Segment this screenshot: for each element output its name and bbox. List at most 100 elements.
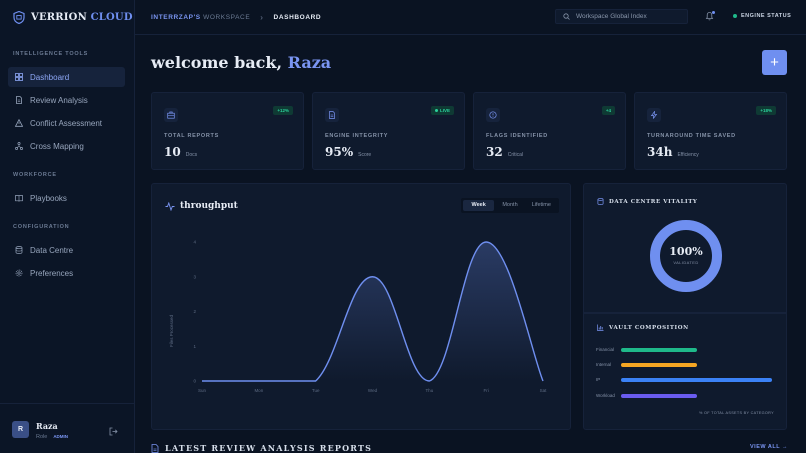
stat-value: 34h	[647, 145, 673, 159]
live-dot	[434, 109, 438, 112]
warning-icon	[15, 119, 23, 127]
sidebar-item-data-centre[interactable]: Data Centre	[8, 240, 125, 260]
database-icon	[597, 198, 604, 205]
vault-bar	[621, 347, 697, 352]
engine-status: ENGINE STATUS	[733, 13, 791, 19]
stat-value: 95%	[325, 145, 354, 159]
vault-row-internal: Internal	[596, 362, 697, 367]
stat-unit: Efficiency	[677, 152, 699, 158]
vitality-donut	[650, 220, 722, 292]
brand[interactable]: VERRION CLOUD	[13, 11, 133, 24]
database-icon	[15, 246, 23, 254]
briefcase-icon	[167, 111, 175, 119]
stat-icon-wrap	[486, 108, 500, 122]
x-tick-label: Mon	[254, 388, 263, 393]
logout-icon[interactable]	[109, 427, 118, 436]
stat-unit: Critical	[507, 152, 523, 158]
shield-logo-icon	[13, 11, 25, 24]
welcome-prefix: welcome back,	[151, 53, 283, 72]
range-tabs: Week Month Lifetime	[461, 198, 559, 213]
y-tick-label: 3	[193, 274, 196, 279]
vault-row-label: Financial	[596, 347, 615, 352]
sidebar-item-review-analysis[interactable]: Review Analysis	[8, 90, 125, 110]
sidebar-item-cross-mapping[interactable]: Cross Mapping	[8, 136, 125, 156]
sidebar-item-label: Cross Mapping	[30, 141, 84, 151]
throughput-area	[202, 242, 543, 381]
vitality-title: DATA CENTRE VITALITY	[597, 198, 697, 205]
vitality-title-text: DATA CENTRE VITALITY	[609, 198, 698, 205]
section-label-workforce: WORKFORCE	[13, 172, 57, 178]
sidebar-item-label: Playbooks	[30, 193, 67, 203]
stat-value: 32	[486, 145, 503, 159]
alert-circle-icon	[489, 111, 497, 119]
x-tick-label: Sun	[198, 388, 207, 393]
vault-row-label: IP	[596, 377, 601, 382]
welcome-name: Raza	[287, 53, 332, 72]
stat-badge: +18%	[756, 106, 776, 115]
x-tick-label: Fri	[484, 388, 489, 393]
y-tick-label: 1	[193, 344, 196, 349]
sidebar-item-preferences[interactable]: Preferences	[8, 263, 125, 283]
view-all-link[interactable]: VIEW ALL →	[750, 444, 788, 450]
vault-footnote: % OF TOTAL ASSETS BY CATEGORY	[698, 411, 774, 415]
brand-name-accent: CLOUD	[90, 12, 133, 23]
stat-value: 10	[164, 145, 181, 159]
x-tick-label: Thu	[425, 388, 433, 393]
vault-bar	[621, 362, 697, 367]
user-role-label: Role	[36, 434, 48, 440]
vault-row-label: Workload	[596, 393, 615, 398]
status-dot	[733, 14, 737, 18]
stat-card-total-reports: +12% TOTAL REPORTS 10 Docs	[151, 92, 304, 170]
section-label-configuration: CONFIGURATION	[13, 224, 70, 230]
breadcrumb: INTERRZAP'S WORKSPACE › DASHBOARD	[151, 13, 321, 22]
stat-icon-wrap	[325, 108, 339, 122]
stat-icon-wrap	[647, 108, 661, 122]
stat-value-wrap: 95% Score	[325, 145, 371, 159]
book-icon	[15, 195, 23, 202]
user-role: Role ADMIN	[36, 434, 68, 440]
x-tick-label: Sat	[540, 388, 548, 393]
throughput-title: throughput	[165, 201, 238, 211]
x-tick-label: Tue	[312, 388, 320, 393]
avatar[interactable]: R	[12, 421, 29, 438]
vault-title-text: VAULT COMPOSITION	[609, 324, 689, 331]
search-input[interactable]: Workspace Global Index	[555, 9, 688, 24]
stat-label: TURNAROUND TIME SAVED	[647, 133, 736, 139]
sidebar-item-playbooks[interactable]: Playbooks	[8, 188, 125, 208]
vault-row-financial: Financial	[596, 347, 697, 352]
sidebar-item-label: Dashboard	[30, 72, 70, 82]
bolt-icon	[650, 111, 658, 119]
stat-icon-wrap	[164, 108, 178, 122]
vitality-value: 100%	[669, 245, 703, 258]
sidebar-item-label: Data Centre	[30, 245, 74, 255]
stat-value-wrap: 32 Critical	[486, 145, 523, 159]
workspace-name: INTERRZAP'S	[151, 14, 201, 21]
stat-value-wrap: 10 Docs	[164, 145, 197, 159]
breadcrumb-separator: ›	[260, 13, 264, 22]
tab-week[interactable]: Week	[463, 200, 495, 211]
sidebar: VERRION CLOUD INTELLIGENCE TOOLS Dashboa…	[0, 0, 135, 453]
vault-row-ip: IP	[596, 377, 772, 382]
engine-status-label: ENGINE STATUS	[741, 13, 792, 19]
grid-icon	[15, 73, 23, 81]
sidebar-item-dashboard[interactable]: Dashboard	[8, 67, 125, 87]
stat-badge: +12%	[273, 106, 293, 115]
gear-icon	[15, 269, 23, 277]
tab-month[interactable]: Month	[502, 202, 518, 208]
vault-title: VAULT COMPOSITION	[597, 324, 689, 331]
stat-badge: +4	[601, 106, 615, 115]
sidebar-item-conflict-assessment[interactable]: Conflict Assessment	[8, 113, 125, 133]
throughput-title-text: throughput	[180, 201, 238, 211]
stat-label: TOTAL REPORTS	[164, 133, 219, 139]
y-tick-label: 0	[193, 379, 196, 384]
breadcrumb-workspace[interactable]: INTERRZAP'S WORKSPACE	[151, 14, 250, 21]
vault-composition-panel: VAULT COMPOSITION Financial Internal IP …	[583, 313, 787, 430]
tab-lifetime[interactable]: Lifetime	[531, 202, 551, 208]
bar-chart-icon	[597, 324, 604, 331]
workspace-suffix: WORKSPACE	[203, 14, 251, 21]
document-icon	[16, 96, 22, 104]
file-icon	[329, 111, 335, 119]
y-axis-label: Files Processed	[169, 314, 174, 347]
add-button[interactable]: +	[762, 50, 787, 75]
bell-icon[interactable]	[705, 11, 714, 21]
